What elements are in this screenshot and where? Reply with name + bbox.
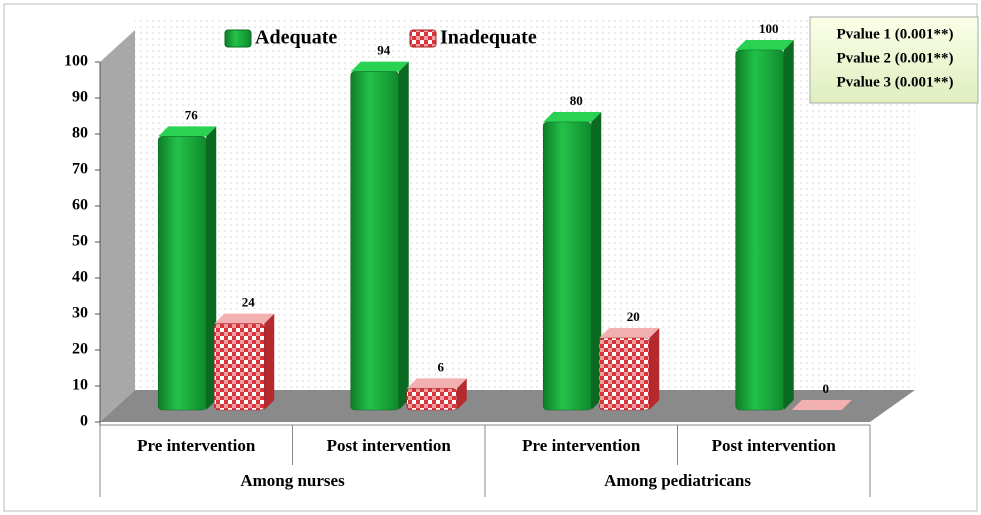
value-label: 76	[185, 107, 199, 122]
legend-swatch	[224, 29, 252, 48]
bar-top	[350, 61, 409, 72]
floor	[100, 390, 915, 422]
bar	[542, 121, 592, 411]
y-tick-label: 80	[72, 125, 88, 142]
x-tick-label: Post intervention	[327, 436, 452, 455]
bar-top	[735, 40, 794, 50]
bar-top	[158, 126, 217, 137]
value-label: 0	[823, 381, 830, 396]
bar-top	[543, 112, 602, 122]
bar	[735, 49, 785, 411]
bar	[213, 323, 265, 411]
x-tick-label: Pre intervention	[522, 436, 641, 455]
bar-side	[591, 112, 602, 410]
annotation-box	[809, 16, 979, 104]
annotation: Pvalue 1 (0.001**)	[836, 26, 953, 42]
bar-side	[783, 40, 794, 410]
legend-swatch	[409, 29, 437, 48]
value-label: 80	[570, 93, 583, 108]
y-tick-label: 100	[64, 53, 88, 70]
value-label: 24	[242, 295, 256, 310]
bar	[406, 388, 458, 411]
bar	[157, 136, 207, 411]
bar-top	[406, 378, 467, 389]
bar	[350, 71, 400, 411]
annotation: Pvalue 3 (0.001**)	[836, 74, 953, 90]
y-tick-label: 20	[72, 341, 88, 358]
side-wall	[100, 30, 135, 422]
bar-top	[214, 313, 275, 324]
legend-label: Adequate	[255, 27, 337, 49]
y-tick-label: 50	[72, 233, 88, 250]
bar	[598, 337, 650, 411]
annotation: Pvalue 2 (0.001**)	[836, 50, 953, 66]
bar-side	[398, 61, 409, 410]
x-tick-label: Pre intervention	[137, 436, 256, 455]
group-label: Among nurses	[240, 471, 345, 490]
value-label: 100	[759, 21, 779, 36]
value-label: 94	[377, 43, 391, 58]
y-tick-label: 0	[80, 413, 88, 430]
group-label: Among pediatricans	[604, 471, 751, 490]
value-label: 20	[627, 309, 640, 324]
y-tick-label: 40	[72, 269, 88, 286]
bar-side	[264, 313, 275, 410]
x-tick-label: Post intervention	[712, 436, 837, 455]
bar-side	[206, 126, 217, 411]
y-tick-label: 30	[72, 305, 88, 322]
bar-side	[456, 378, 467, 410]
bar-side	[649, 328, 660, 410]
legend-label: Inadequate	[440, 27, 537, 49]
value-label: 6	[438, 359, 445, 374]
y-tick-label: 90	[72, 89, 88, 106]
y-tick-label: 70	[72, 161, 88, 178]
y-tick-label: 60	[72, 197, 88, 214]
y-tick-label: 10	[72, 377, 88, 394]
bar-top	[599, 328, 660, 338]
bar-top	[791, 400, 852, 410]
